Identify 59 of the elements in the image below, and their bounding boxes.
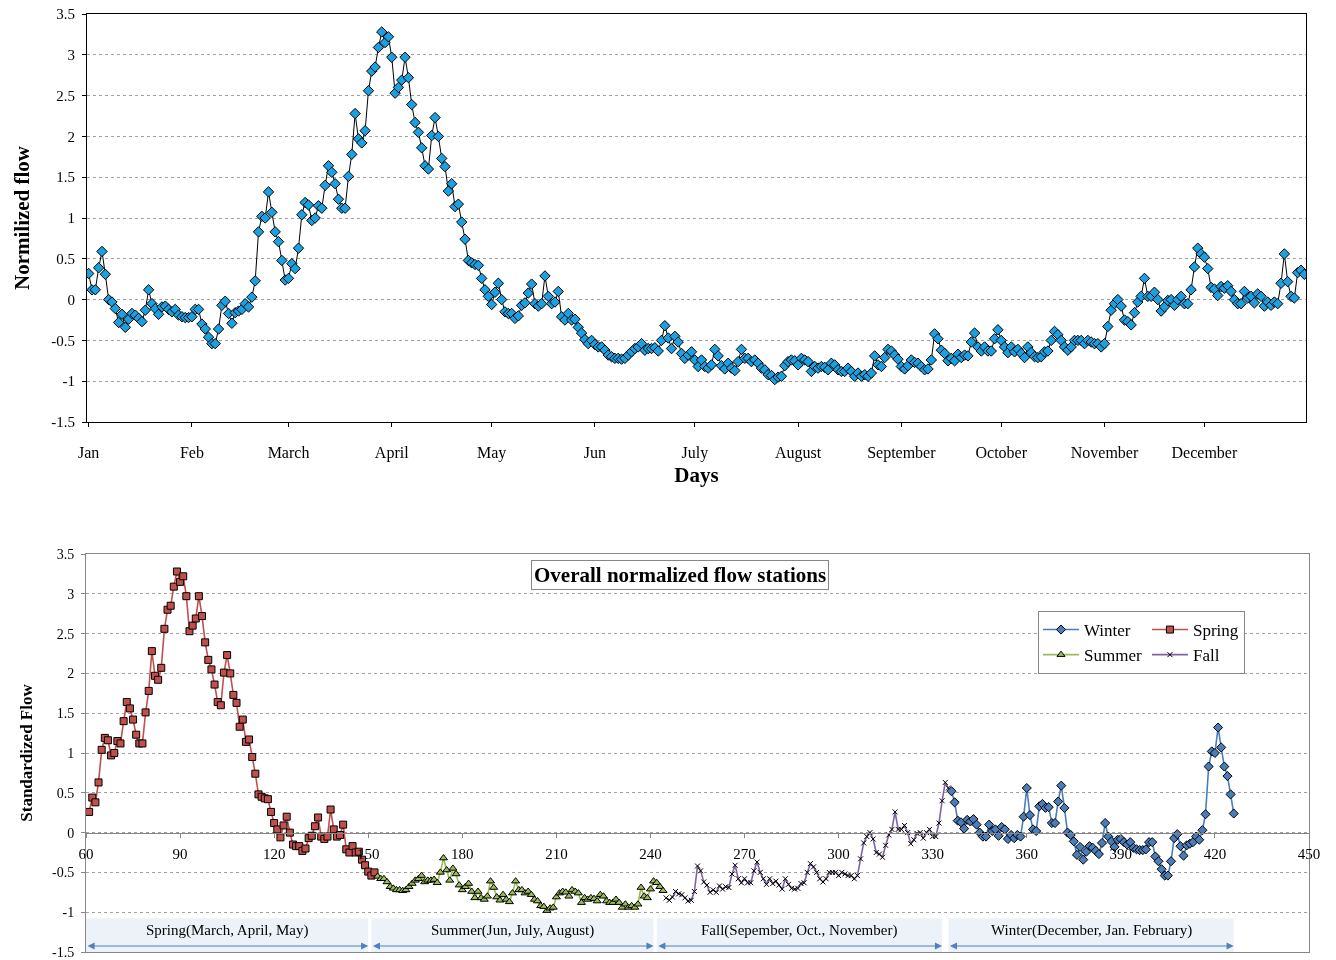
band-label: Fall(Sepember, Oct., November) xyxy=(701,922,898,939)
x-tick-label: 60 xyxy=(78,845,94,862)
legend-label: Winter xyxy=(1084,621,1131,641)
x-tick-label: 330 xyxy=(921,845,944,862)
y-tick-label: 1.5 xyxy=(56,706,75,722)
band-label: Winter(December, Jan. February) xyxy=(991,922,1193,939)
y-tick-label: 1.5 xyxy=(56,169,75,186)
y-tick-label: 2 xyxy=(67,666,75,682)
y-tick-label: -1 xyxy=(62,373,75,390)
x-axis-title: Days xyxy=(674,463,719,488)
band-label: Summer(Jun, July, August) xyxy=(431,922,595,939)
x-tick-label: 270 xyxy=(733,845,756,862)
y-tick-label: -0.5 xyxy=(51,332,75,349)
x-tick-label: July xyxy=(681,444,709,463)
legend-label: Fall xyxy=(1192,646,1220,666)
y-tick-label: 1 xyxy=(67,745,75,761)
y-tick-label: -1.5 xyxy=(52,944,75,960)
x-tick-label: Jan xyxy=(78,444,100,462)
x-tick-label: 240 xyxy=(639,845,662,862)
x-tick-label: Jun xyxy=(583,444,607,462)
y-tick-label: 1 xyxy=(67,210,75,227)
x-tick-label: 390 xyxy=(1109,845,1133,862)
x-tick-label: October xyxy=(975,444,1028,462)
y-tick-label: 2.5 xyxy=(56,87,75,104)
legend-label: Spring xyxy=(1192,621,1239,641)
y-tick-label: 0.5 xyxy=(56,785,75,801)
y-tick-label: 0 xyxy=(67,291,75,308)
y-tick-label: -1.5 xyxy=(51,414,75,431)
y-axis-title: Normilized flow xyxy=(10,145,35,291)
x-tick-label: March xyxy=(267,444,310,462)
y-tick-label: 0 xyxy=(67,825,75,841)
band-label: Spring(March, April, May) xyxy=(146,922,309,939)
x-tick-label: 90 xyxy=(172,845,188,862)
y-tick-label: -0.5 xyxy=(52,865,75,881)
x-tick-label: August xyxy=(774,444,822,463)
y-tick-label: -1 xyxy=(62,905,75,921)
x-tick-label: April xyxy=(374,444,410,463)
x-tick-label: 450 xyxy=(1297,845,1321,862)
x-tick-label: 180 xyxy=(451,845,474,862)
y-tick-label: 3.5 xyxy=(56,546,75,562)
y-tick-label: 3 xyxy=(67,47,75,64)
x-tick-label: September xyxy=(867,444,937,463)
y-tick-label: 2 xyxy=(67,128,75,145)
legend-label: Summer xyxy=(1084,646,1142,666)
y-tick-label: 2.5 xyxy=(56,626,75,642)
x-tick-label: 120 xyxy=(262,845,286,862)
y-tick-label: 3.5 xyxy=(56,6,75,23)
x-tick-label: 300 xyxy=(827,845,850,862)
x-tick-label: November xyxy=(1070,444,1139,462)
x-tick-label: 210 xyxy=(545,845,568,862)
x-tick-label: 360 xyxy=(1015,845,1039,862)
x-tick-label: May xyxy=(477,444,507,463)
y-axis-title: Standardized Flow xyxy=(16,683,36,822)
x-tick-label: 420 xyxy=(1203,845,1227,862)
x-tick-label: Feb xyxy=(179,444,204,462)
y-tick-label: 0.5 xyxy=(56,251,75,268)
text: Overall normalized flow stations xyxy=(534,563,827,587)
x-tick-label: December xyxy=(1171,444,1238,462)
y-tick-label: 3 xyxy=(67,586,75,602)
